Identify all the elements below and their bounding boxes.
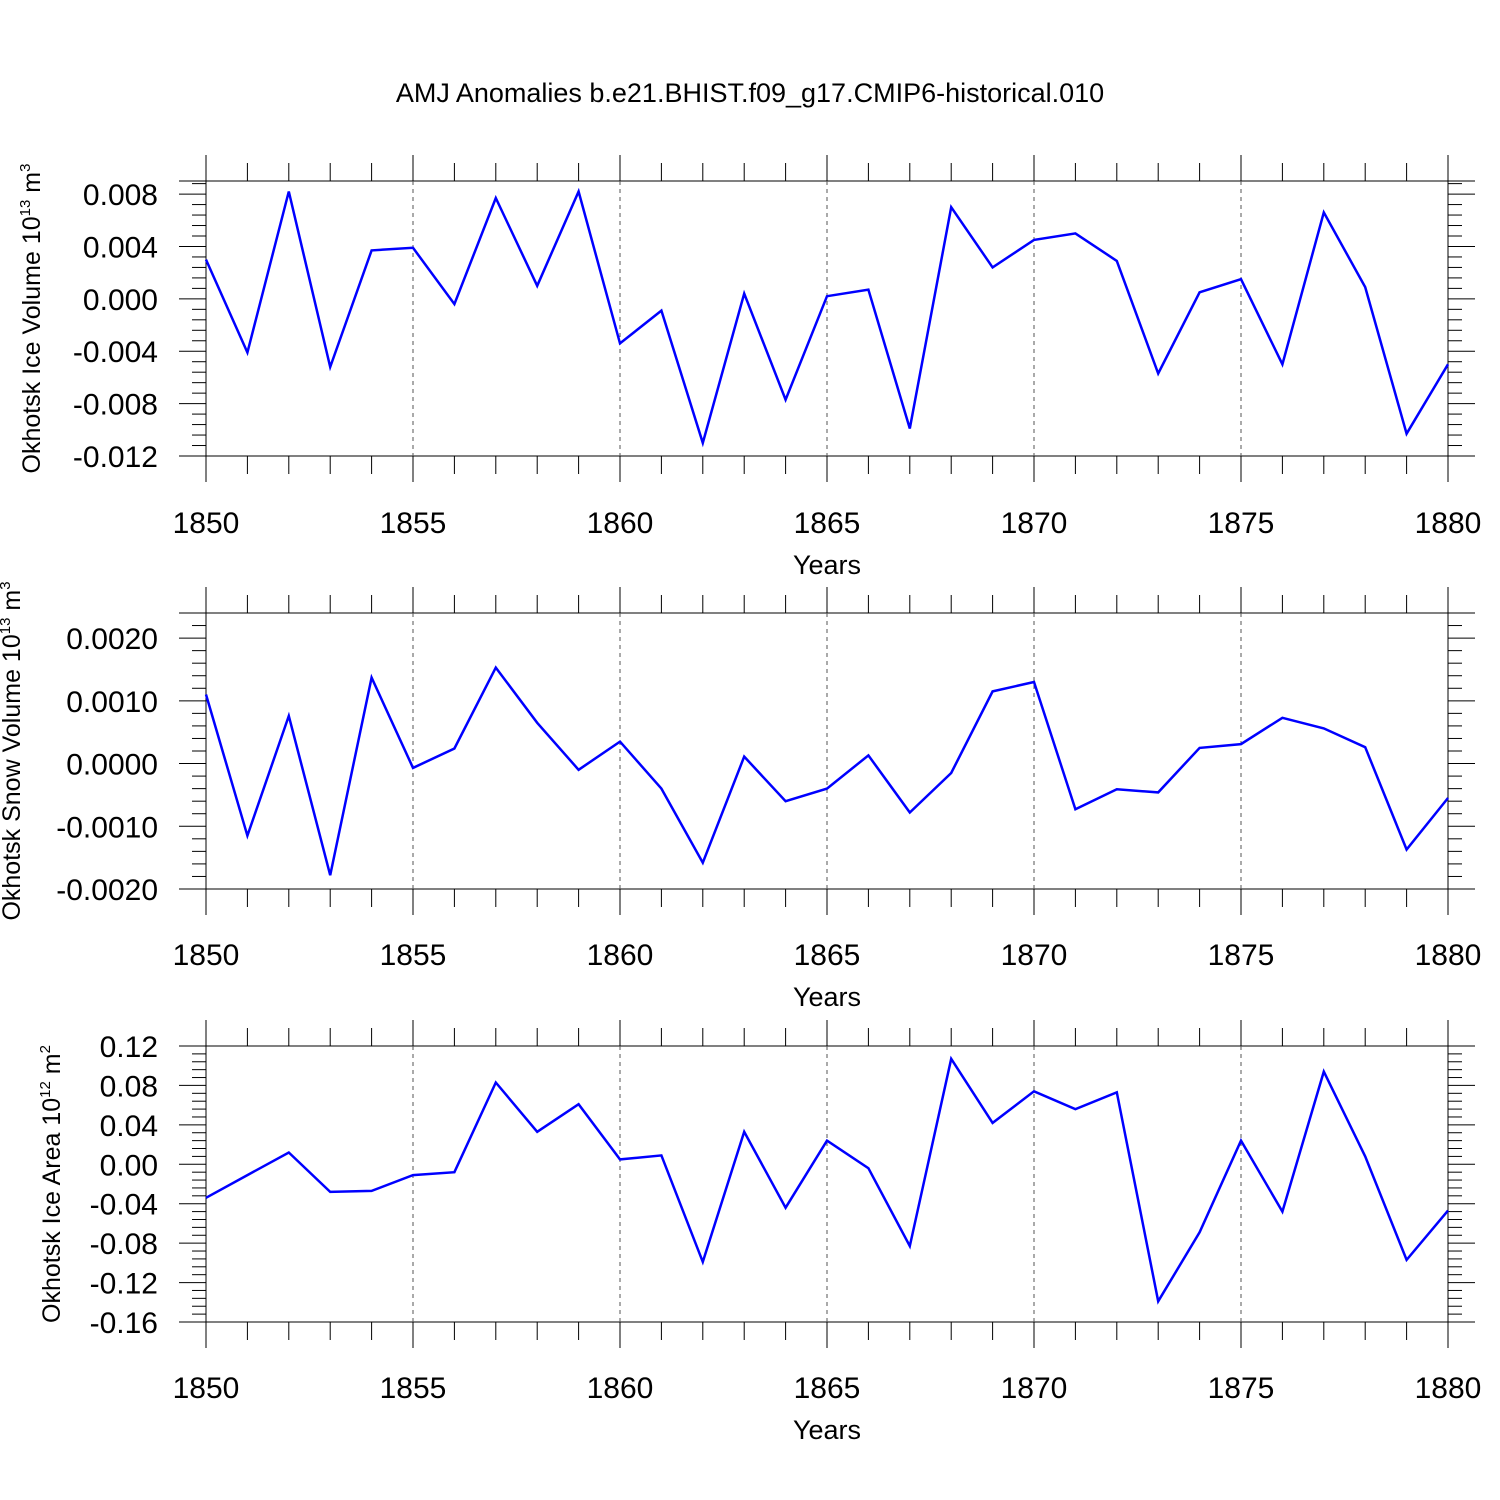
- x-tick-label: 1870: [1001, 1372, 1068, 1405]
- y-tick-label: -0.004: [73, 336, 158, 369]
- y-tick-label: 0.0020: [66, 623, 158, 656]
- x-axis-label: Years: [793, 550, 861, 580]
- x-tick-label: 1870: [1001, 507, 1068, 540]
- y-tick-label: 0.08: [100, 1070, 158, 1103]
- y-tick-label: -0.04: [90, 1189, 158, 1222]
- x-tick-label: 1875: [1208, 939, 1275, 972]
- page-title: AMJ Anomalies b.e21.BHIST.f09_g17.CMIP6-…: [395, 78, 1105, 108]
- x-tick-label: 1880: [1415, 939, 1482, 972]
- x-tick-label: 1855: [380, 1372, 447, 1405]
- chart-panel-3: 1850 1855 1860 1865 1870 1875 1880 -0.16 -0.12 -0…: [37, 1020, 1481, 1445]
- x-tick-label: 1875: [1208, 507, 1275, 540]
- x-tick-label: 1860: [587, 507, 654, 540]
- x-tick-label: 1850: [173, 1372, 240, 1405]
- x-tick-label: 1850: [173, 939, 240, 972]
- y-tick-label: 0.04: [100, 1110, 158, 1143]
- x-tick-label: 1865: [794, 507, 861, 540]
- series-line: [204, 665, 1449, 876]
- y-tick-label: 0.008: [83, 179, 158, 212]
- y-tick-label: -0.0010: [56, 811, 158, 844]
- x-tick-label: 1880: [1415, 1372, 1482, 1405]
- x-tick-label: 1865: [794, 939, 861, 972]
- y-tick-label: 0.0010: [66, 686, 158, 719]
- y-tick-label: 0.000: [83, 284, 158, 317]
- y-tick-label: -0.08: [90, 1228, 158, 1261]
- x-tick-label: 1855: [380, 507, 447, 540]
- x-tick-label: 1870: [1001, 939, 1068, 972]
- chart-panel-1: 1850 1855 1860 1865 1870 1875 1880 -0.012 -0.008…: [17, 155, 1481, 580]
- x-axis-label: Years: [793, 1415, 861, 1445]
- y-tick-label: -0.008: [73, 389, 158, 422]
- y-axis-label: Okhotsk Ice Area 1012 m2: [37, 1045, 66, 1323]
- x-tick-label: 1860: [587, 1372, 654, 1405]
- y-axis-label: Okhotsk Ice Volume 1013 m3: [17, 164, 46, 474]
- x-tick-label: 1875: [1208, 1372, 1275, 1405]
- y-tick-label: -0.0020: [56, 874, 158, 907]
- x-tick-label: 1850: [173, 507, 240, 540]
- y-tick-label: 0.00: [100, 1149, 158, 1182]
- y-tick-label: -0.16: [90, 1307, 158, 1340]
- x-tick-label: 1860: [587, 939, 654, 972]
- y-tick-label: -0.12: [90, 1268, 158, 1301]
- x-tick-label: 1865: [794, 1372, 861, 1405]
- y-tick-label: -0.012: [73, 441, 158, 474]
- y-tick-label: 0.0000: [66, 749, 158, 782]
- x-axis-label: Years: [793, 982, 861, 1012]
- y-axis-label: Okhotsk Snow Volume 1013 m3: [0, 581, 26, 920]
- y-tick-label: 0.12: [100, 1031, 158, 1064]
- x-tick-label: 1880: [1415, 507, 1482, 540]
- x-tick-label: 1855: [380, 939, 447, 972]
- y-tick-label: 0.004: [83, 231, 158, 264]
- chart-panel-2: 1850 1855 1860 1865 1870 1875 1880 -0.0020 -0.00…: [0, 581, 1481, 1012]
